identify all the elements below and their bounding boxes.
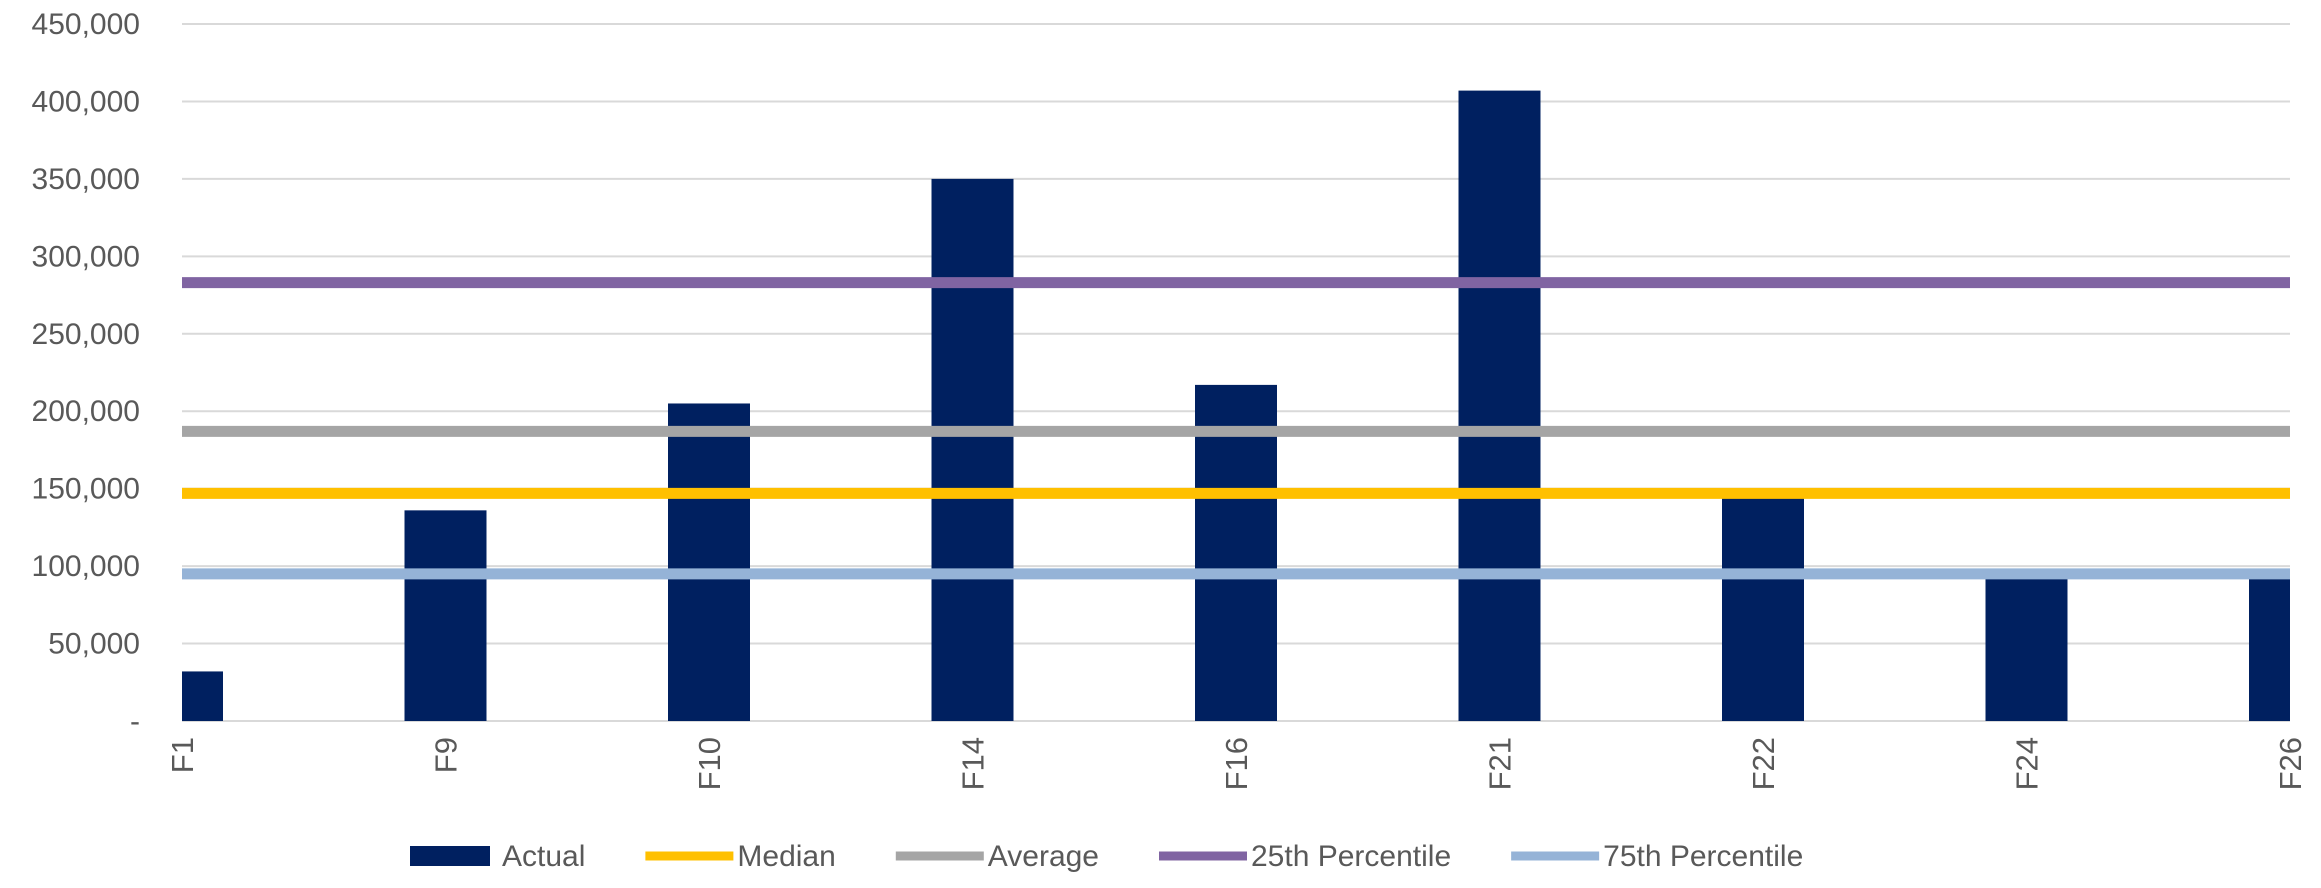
- bar-f16: [1195, 384, 1277, 721]
- x-tick-label: F14: [956, 737, 991, 790]
- bar-f9: [404, 510, 487, 721]
- bars: [182, 90, 2290, 721]
- bar-f21: [1458, 90, 1541, 721]
- x-tick-label: F10: [692, 737, 727, 790]
- legend-swatch-actual: [410, 846, 490, 866]
- bar-f24: [1985, 573, 2068, 721]
- y-tick-label: 300,000: [32, 240, 140, 273]
- y-axis-tick-labels: - 50,000 100,000 150,000 200,000 250,000 300,0…: [32, 8, 140, 738]
- legend-label: Actual: [502, 840, 585, 873]
- y-tick-label: -: [130, 705, 140, 738]
- y-tick-label: 350,000: [32, 163, 140, 196]
- reference-lines: [182, 277, 2290, 580]
- legend-label: Average: [988, 840, 1099, 873]
- x-axis-tick-labels: F1 F9 F10 F14 F16 F21 F22 F24 F26: [165, 737, 2308, 790]
- y-tick-label: 400,000: [32, 85, 140, 118]
- bar-f1: [182, 671, 223, 721]
- bar-f22: [1722, 496, 1804, 721]
- x-tick-label: F1: [165, 737, 200, 773]
- bar-f26: [2249, 573, 2290, 721]
- bar-f14: [931, 178, 1014, 721]
- x-tick-label: F16: [1219, 737, 1254, 790]
- x-tick-label: F9: [429, 737, 464, 773]
- y-tick-label: 200,000: [32, 395, 140, 428]
- legend: Actual Median Average 25th Percentile 75th P…: [410, 840, 1803, 873]
- x-tick-label: F21: [1483, 737, 1518, 790]
- y-tick-label: 150,000: [32, 473, 140, 506]
- legend-label: Median: [737, 840, 835, 873]
- legend-label: 75th Percentile: [1603, 840, 1803, 873]
- legend-label: 25th Percentile: [1251, 840, 1451, 873]
- y-tick-label: 50,000: [48, 628, 140, 661]
- bar-f10: [668, 403, 750, 721]
- x-tick-label: F26: [2273, 737, 2308, 790]
- y-tick-label: 250,000: [32, 318, 140, 351]
- x-tick-label: F24: [2010, 737, 2045, 790]
- y-tick-label: 450,000: [32, 8, 140, 41]
- x-tick-label: F22: [1746, 737, 1781, 790]
- y-tick-label: 100,000: [32, 550, 140, 583]
